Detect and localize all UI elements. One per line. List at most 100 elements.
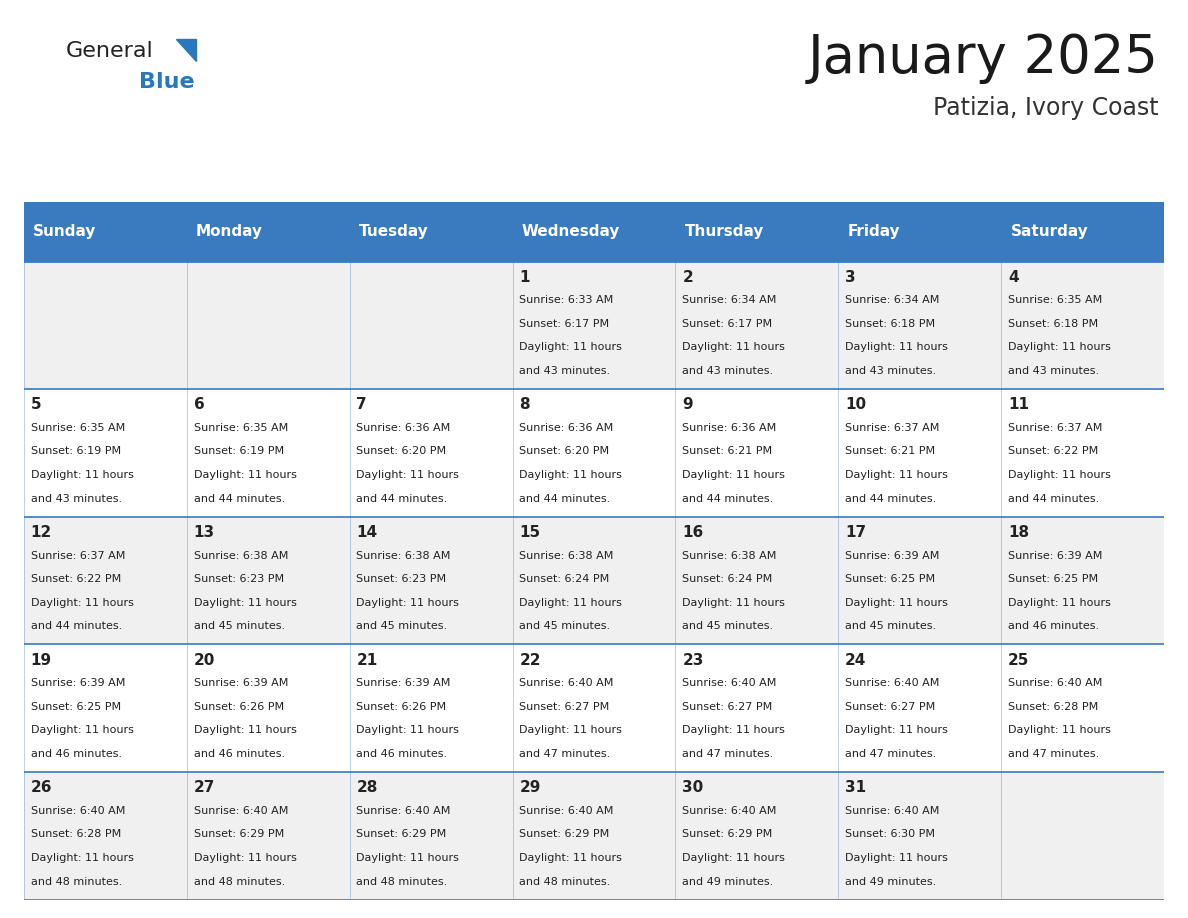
Text: 7: 7 bbox=[356, 397, 367, 412]
Text: Sunset: 6:28 PM: Sunset: 6:28 PM bbox=[1009, 702, 1099, 711]
Text: and 45 minutes.: and 45 minutes. bbox=[356, 621, 448, 632]
Text: 17: 17 bbox=[845, 525, 866, 540]
Text: 31: 31 bbox=[845, 780, 866, 795]
Text: Daylight: 11 hours: Daylight: 11 hours bbox=[682, 342, 785, 353]
Text: 18: 18 bbox=[1009, 525, 1029, 540]
Text: 13: 13 bbox=[194, 525, 215, 540]
Text: Sunset: 6:22 PM: Sunset: 6:22 PM bbox=[1009, 446, 1099, 456]
Text: Daylight: 11 hours: Daylight: 11 hours bbox=[1009, 470, 1111, 480]
Bar bbox=[839, 262, 1001, 389]
Text: Daylight: 11 hours: Daylight: 11 hours bbox=[1009, 598, 1111, 608]
Bar bbox=[676, 644, 839, 772]
Text: and 44 minutes.: and 44 minutes. bbox=[1009, 494, 1099, 504]
Text: Saturday: Saturday bbox=[1011, 224, 1088, 239]
Text: and 44 minutes.: and 44 minutes. bbox=[845, 494, 936, 504]
Text: and 47 minutes.: and 47 minutes. bbox=[682, 749, 773, 759]
Text: Monday: Monday bbox=[196, 224, 263, 239]
Text: Sunset: 6:24 PM: Sunset: 6:24 PM bbox=[519, 574, 609, 584]
Text: Sunrise: 6:40 AM: Sunrise: 6:40 AM bbox=[519, 806, 614, 816]
Bar bbox=[187, 517, 349, 644]
Bar bbox=[349, 772, 512, 900]
Text: Daylight: 11 hours: Daylight: 11 hours bbox=[356, 853, 460, 863]
Text: Daylight: 11 hours: Daylight: 11 hours bbox=[519, 853, 623, 863]
Bar bbox=[676, 262, 839, 389]
Bar bbox=[1001, 389, 1164, 517]
Text: and 47 minutes.: and 47 minutes. bbox=[845, 749, 936, 759]
Text: Sunset: 6:21 PM: Sunset: 6:21 PM bbox=[845, 446, 935, 456]
Text: Sunset: 6:27 PM: Sunset: 6:27 PM bbox=[845, 702, 935, 711]
Text: Sunday: Sunday bbox=[33, 224, 96, 239]
Text: and 45 minutes.: and 45 minutes. bbox=[682, 621, 773, 632]
Text: Sunrise: 6:35 AM: Sunrise: 6:35 AM bbox=[194, 423, 287, 433]
Text: Sunrise: 6:40 AM: Sunrise: 6:40 AM bbox=[31, 806, 125, 816]
Text: 15: 15 bbox=[519, 525, 541, 540]
Text: 20: 20 bbox=[194, 653, 215, 667]
Text: Sunrise: 6:36 AM: Sunrise: 6:36 AM bbox=[682, 423, 777, 433]
Bar bbox=[839, 389, 1001, 517]
Text: and 46 minutes.: and 46 minutes. bbox=[31, 749, 121, 759]
Text: and 44 minutes.: and 44 minutes. bbox=[519, 494, 611, 504]
Text: 12: 12 bbox=[31, 525, 52, 540]
Text: Daylight: 11 hours: Daylight: 11 hours bbox=[519, 470, 623, 480]
Text: Daylight: 11 hours: Daylight: 11 hours bbox=[31, 470, 133, 480]
Text: Daylight: 11 hours: Daylight: 11 hours bbox=[31, 598, 133, 608]
Text: Friday: Friday bbox=[847, 224, 901, 239]
Text: Sunrise: 6:39 AM: Sunrise: 6:39 AM bbox=[1009, 551, 1102, 561]
Bar bbox=[1001, 517, 1164, 644]
Text: General: General bbox=[65, 41, 153, 62]
Text: Daylight: 11 hours: Daylight: 11 hours bbox=[845, 853, 948, 863]
Text: 23: 23 bbox=[682, 653, 703, 667]
Text: Daylight: 11 hours: Daylight: 11 hours bbox=[682, 725, 785, 735]
Text: Sunrise: 6:39 AM: Sunrise: 6:39 AM bbox=[845, 551, 940, 561]
Bar bbox=[512, 644, 676, 772]
Bar bbox=[349, 644, 512, 772]
Text: Sunrise: 6:34 AM: Sunrise: 6:34 AM bbox=[682, 296, 777, 305]
Text: and 47 minutes.: and 47 minutes. bbox=[519, 749, 611, 759]
Text: Sunset: 6:25 PM: Sunset: 6:25 PM bbox=[845, 574, 935, 584]
Text: Sunset: 6:17 PM: Sunset: 6:17 PM bbox=[519, 319, 609, 329]
Text: Daylight: 11 hours: Daylight: 11 hours bbox=[1009, 342, 1111, 353]
Text: Daylight: 11 hours: Daylight: 11 hours bbox=[194, 598, 296, 608]
Bar bbox=[187, 772, 349, 900]
Bar bbox=[676, 389, 839, 517]
Text: and 48 minutes.: and 48 minutes. bbox=[194, 877, 285, 887]
Text: Sunset: 6:20 PM: Sunset: 6:20 PM bbox=[519, 446, 609, 456]
Text: Sunrise: 6:40 AM: Sunrise: 6:40 AM bbox=[194, 806, 287, 816]
Bar bbox=[187, 644, 349, 772]
Text: Sunrise: 6:40 AM: Sunrise: 6:40 AM bbox=[356, 806, 450, 816]
Bar bbox=[187, 262, 349, 389]
Text: January 2025: January 2025 bbox=[808, 32, 1158, 84]
Text: Sunset: 6:17 PM: Sunset: 6:17 PM bbox=[682, 319, 772, 329]
Text: Daylight: 11 hours: Daylight: 11 hours bbox=[845, 342, 948, 353]
Text: Patizia, Ivory Coast: Patizia, Ivory Coast bbox=[933, 96, 1158, 120]
Bar bbox=[839, 202, 1001, 262]
Text: 5: 5 bbox=[31, 397, 42, 412]
Text: and 46 minutes.: and 46 minutes. bbox=[1009, 621, 1099, 632]
Text: Sunset: 6:18 PM: Sunset: 6:18 PM bbox=[1009, 319, 1098, 329]
Text: Sunset: 6:26 PM: Sunset: 6:26 PM bbox=[356, 702, 447, 711]
Text: 6: 6 bbox=[194, 397, 204, 412]
Text: Sunrise: 6:36 AM: Sunrise: 6:36 AM bbox=[519, 423, 614, 433]
Text: and 48 minutes.: and 48 minutes. bbox=[519, 877, 611, 887]
Text: Sunset: 6:25 PM: Sunset: 6:25 PM bbox=[31, 702, 121, 711]
Text: 10: 10 bbox=[845, 397, 866, 412]
Text: Daylight: 11 hours: Daylight: 11 hours bbox=[845, 470, 948, 480]
Text: Sunset: 6:19 PM: Sunset: 6:19 PM bbox=[31, 446, 121, 456]
Text: 28: 28 bbox=[356, 780, 378, 795]
Bar bbox=[349, 389, 512, 517]
Text: Daylight: 11 hours: Daylight: 11 hours bbox=[682, 470, 785, 480]
Text: Sunrise: 6:40 AM: Sunrise: 6:40 AM bbox=[519, 678, 614, 688]
Bar bbox=[24, 262, 187, 389]
Text: and 44 minutes.: and 44 minutes. bbox=[682, 494, 773, 504]
Text: and 47 minutes.: and 47 minutes. bbox=[1009, 749, 1099, 759]
Text: Sunrise: 6:39 AM: Sunrise: 6:39 AM bbox=[356, 678, 450, 688]
Text: and 48 minutes.: and 48 minutes. bbox=[356, 877, 448, 887]
Text: Sunrise: 6:34 AM: Sunrise: 6:34 AM bbox=[845, 296, 940, 305]
Text: and 43 minutes.: and 43 minutes. bbox=[519, 366, 611, 376]
Text: 22: 22 bbox=[519, 653, 541, 667]
Text: Sunset: 6:22 PM: Sunset: 6:22 PM bbox=[31, 574, 121, 584]
Bar bbox=[349, 517, 512, 644]
Bar bbox=[676, 202, 839, 262]
Text: and 49 minutes.: and 49 minutes. bbox=[845, 877, 936, 887]
Text: and 43 minutes.: and 43 minutes. bbox=[1009, 366, 1099, 376]
